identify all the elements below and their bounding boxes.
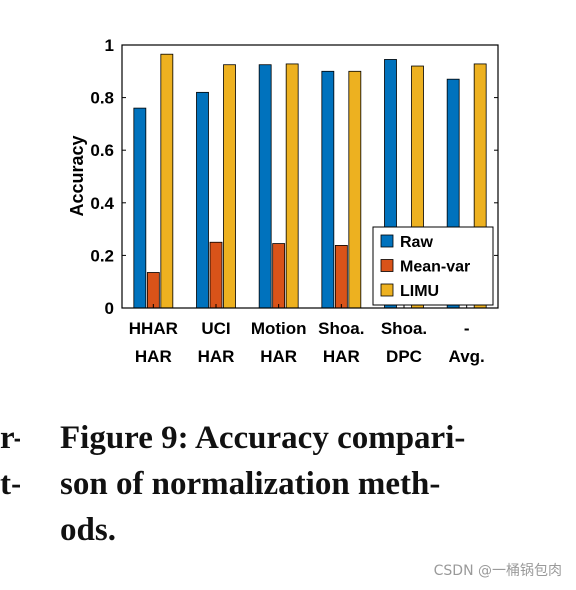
bar-mean-var	[146, 272, 160, 309]
y-tick-label: 0.6	[90, 141, 114, 160]
caption-line: Figure 9: Accuracy compari-	[60, 420, 466, 456]
x-tick-label: HAR	[323, 347, 360, 366]
x-tick-label: Shoa.	[318, 319, 364, 338]
x-tick-label: -	[464, 319, 470, 338]
legend-swatch	[380, 259, 394, 272]
x-axis-ticks: HHAR HAR UCI HAR Motion HAR Shoa. HAR Shoa. DPC - A…	[129, 304, 485, 366]
bar-limu	[223, 64, 236, 309]
margin-fragment: r-	[0, 420, 20, 456]
y-axis-ticks: 0 0.2 0.4 0.6 0.8 1	[90, 36, 498, 318]
y-tick-label: 0.8	[90, 89, 114, 108]
x-tick-label: HAR	[135, 347, 172, 366]
bar-chart: 0 0.2 0.4 0.6 0.8 1 HHAR HAR UCI HAR Motion HAR Sho…	[67, 36, 499, 366]
bars	[133, 53, 487, 309]
bar-raw	[133, 107, 147, 309]
legend-label: Raw	[400, 234, 433, 251]
x-tick-label: Motion	[251, 319, 307, 338]
legend: Raw Mean-var LIMU	[372, 226, 494, 306]
bar-limu	[160, 53, 174, 309]
x-tick-label: HAR	[198, 347, 235, 366]
margin-fragment: t-	[0, 466, 20, 502]
bar-raw	[321, 70, 335, 309]
bar-mean-var	[334, 245, 348, 309]
caption-line: ods.	[60, 512, 116, 548]
x-tick-label: Avg.	[449, 347, 485, 366]
x-tick-label: UCI	[201, 319, 230, 338]
bar-limu	[285, 63, 299, 309]
bar-raw	[196, 91, 209, 309]
watermark: CSDN @一桶锅包肉	[433, 563, 562, 579]
legend-swatch	[380, 283, 394, 297]
x-tick-label: HAR	[260, 347, 297, 366]
x-tick-label: DPC	[386, 347, 422, 366]
plot-area-frame	[121, 44, 499, 309]
x-tick-label: HHAR	[129, 319, 178, 338]
bar-limu	[348, 70, 362, 309]
legend-label: Mean-var	[400, 259, 470, 276]
caption-line: son of normalization meth-	[60, 466, 441, 502]
bar-mean-var	[209, 241, 223, 309]
legend-label: LIMU	[400, 283, 439, 300]
bar-mean-var	[272, 243, 286, 309]
bar-raw	[258, 64, 272, 309]
legend-swatch	[380, 234, 394, 248]
y-tick-label: 0.4	[90, 194, 114, 213]
x-tick-label: Shoa.	[381, 319, 427, 338]
y-axis-label: Accuracy	[67, 135, 87, 216]
legend-items: Raw Mean-var LIMU	[380, 234, 470, 300]
y-tick-label: 0	[105, 299, 114, 318]
figure-caption: Figure 9: Accuracy compari- son of norma…	[60, 415, 560, 553]
y-tick-label: 1	[105, 36, 114, 55]
y-tick-label: 0.2	[90, 246, 114, 265]
